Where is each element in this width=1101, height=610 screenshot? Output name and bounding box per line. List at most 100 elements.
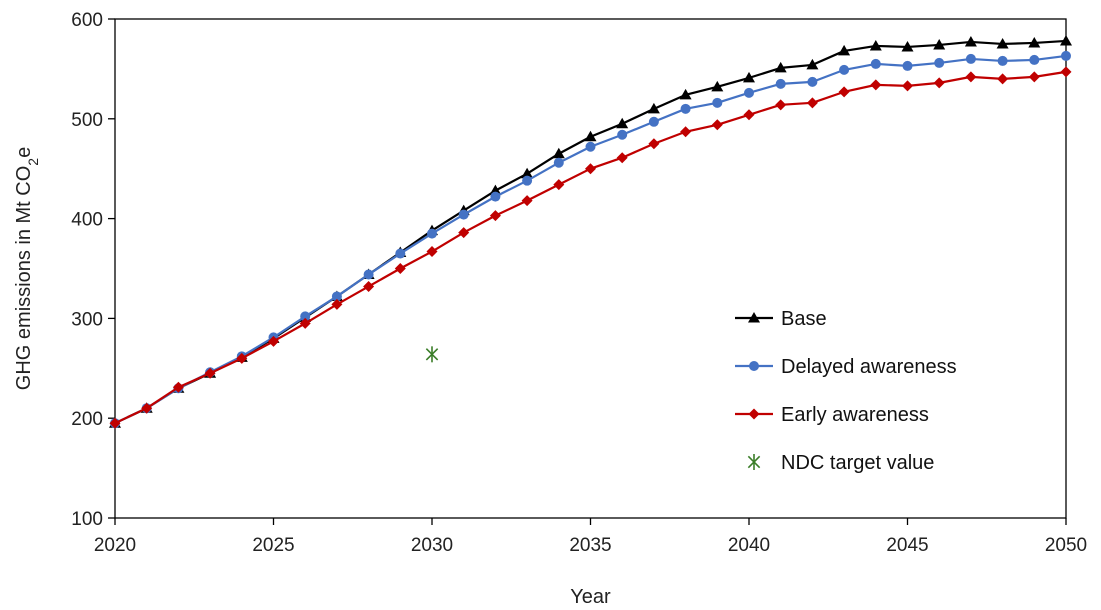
data-point <box>647 102 660 114</box>
x-tick-label: 2050 <box>1045 535 1087 556</box>
legend-label: Base <box>781 308 827 330</box>
data-point <box>584 130 597 142</box>
data-point <box>553 179 565 191</box>
data-point <box>1060 66 1072 78</box>
data-point <box>806 58 819 70</box>
data-point <box>299 317 311 329</box>
data-point <box>964 35 977 47</box>
legend-marker <box>748 312 760 323</box>
data-point <box>617 129 628 140</box>
x-tick-label: 2040 <box>728 535 770 556</box>
data-point <box>933 77 945 89</box>
y-tick-label: 400 <box>71 210 103 231</box>
data-point <box>711 80 724 92</box>
data-point <box>394 263 406 274</box>
y-axis-title-end: e <box>13 147 35 158</box>
data-point <box>522 175 533 186</box>
data-point <box>680 126 692 138</box>
data-point <box>616 117 629 129</box>
data-point <box>870 79 882 91</box>
data-point <box>902 60 913 71</box>
data-point <box>743 109 755 121</box>
data-point <box>997 73 1009 85</box>
data-point <box>300 311 311 322</box>
data-point <box>712 97 723 108</box>
data-point <box>1028 71 1040 83</box>
data-point <box>996 37 1009 49</box>
data-point <box>427 228 437 239</box>
legend-entry: Base <box>735 308 827 330</box>
legend-label: NDC target value <box>781 452 934 474</box>
legend-label: Delayed awareness <box>781 356 957 378</box>
legend-entry: Early awareness <box>735 404 929 426</box>
data-point <box>1061 50 1071 61</box>
legend: Base Delayed awareness Early awareness NDC … <box>735 308 957 474</box>
plot-frame <box>114 18 1067 519</box>
data-point <box>616 152 628 164</box>
legend-entry: NDC target value <box>747 452 934 474</box>
data-point <box>109 417 121 429</box>
y-tick-label: 600 <box>71 10 103 31</box>
data-point <box>489 184 502 196</box>
legend-label: Early awareness <box>781 404 929 426</box>
data-point <box>680 103 691 114</box>
x-tick-label: 2030 <box>411 535 453 556</box>
data-point <box>553 157 564 168</box>
data-point <box>236 352 248 364</box>
y-axis-title-main: GHG emissions in Mt CO <box>13 166 35 390</box>
data-point <box>679 88 692 100</box>
data-point <box>331 298 343 310</box>
data-point <box>838 86 850 98</box>
data-point <box>838 44 851 56</box>
data-point <box>521 167 534 179</box>
data-point <box>743 71 755 83</box>
x-tick-label: 2020 <box>94 535 136 556</box>
plot-area <box>109 34 1072 429</box>
x-tick-label: 2045 <box>886 535 928 556</box>
data-point <box>870 58 881 69</box>
x-tick-label: 2035 <box>569 535 611 556</box>
target-point <box>425 346 439 363</box>
data-point <box>774 61 787 73</box>
data-point <box>172 381 184 393</box>
data-point <box>934 57 945 68</box>
axes: 100 200 300 400 500 600 2020 2025 2030 2035 2040 20… <box>71 10 1087 556</box>
data-point <box>806 97 818 109</box>
data-point <box>1029 54 1040 65</box>
data-point <box>426 246 438 258</box>
data-point <box>1028 36 1041 48</box>
data-point <box>902 80 913 92</box>
data-point <box>363 269 374 280</box>
data-point <box>585 141 596 152</box>
series-2 <box>109 66 1072 429</box>
data-point <box>458 209 469 220</box>
data-point <box>585 163 596 175</box>
data-point <box>648 138 660 150</box>
y-tick-label: 100 <box>71 509 103 530</box>
data-point <box>744 87 754 98</box>
x-axis-title: Year <box>570 586 611 608</box>
data-point <box>965 53 976 64</box>
data-point <box>395 248 406 259</box>
y-axis-title-subscript: 2 <box>25 158 41 166</box>
data-point <box>1060 34 1072 46</box>
y-tick-label: 300 <box>71 309 103 330</box>
data-point <box>268 335 279 347</box>
data-point <box>331 291 342 302</box>
legend-entry: Delayed awareness <box>735 356 957 378</box>
data-point <box>204 367 216 379</box>
data-point <box>648 116 659 127</box>
data-point <box>141 402 153 414</box>
data-point <box>933 38 946 50</box>
data-point <box>775 99 787 111</box>
data-point <box>997 55 1008 66</box>
data-point <box>489 210 501 222</box>
data-point <box>775 78 786 89</box>
legend-marker <box>749 361 759 371</box>
data-point <box>711 119 723 131</box>
data-point <box>839 64 850 75</box>
y-tick-label: 500 <box>71 110 103 131</box>
legend-marker <box>747 454 761 470</box>
data-point <box>807 76 818 87</box>
